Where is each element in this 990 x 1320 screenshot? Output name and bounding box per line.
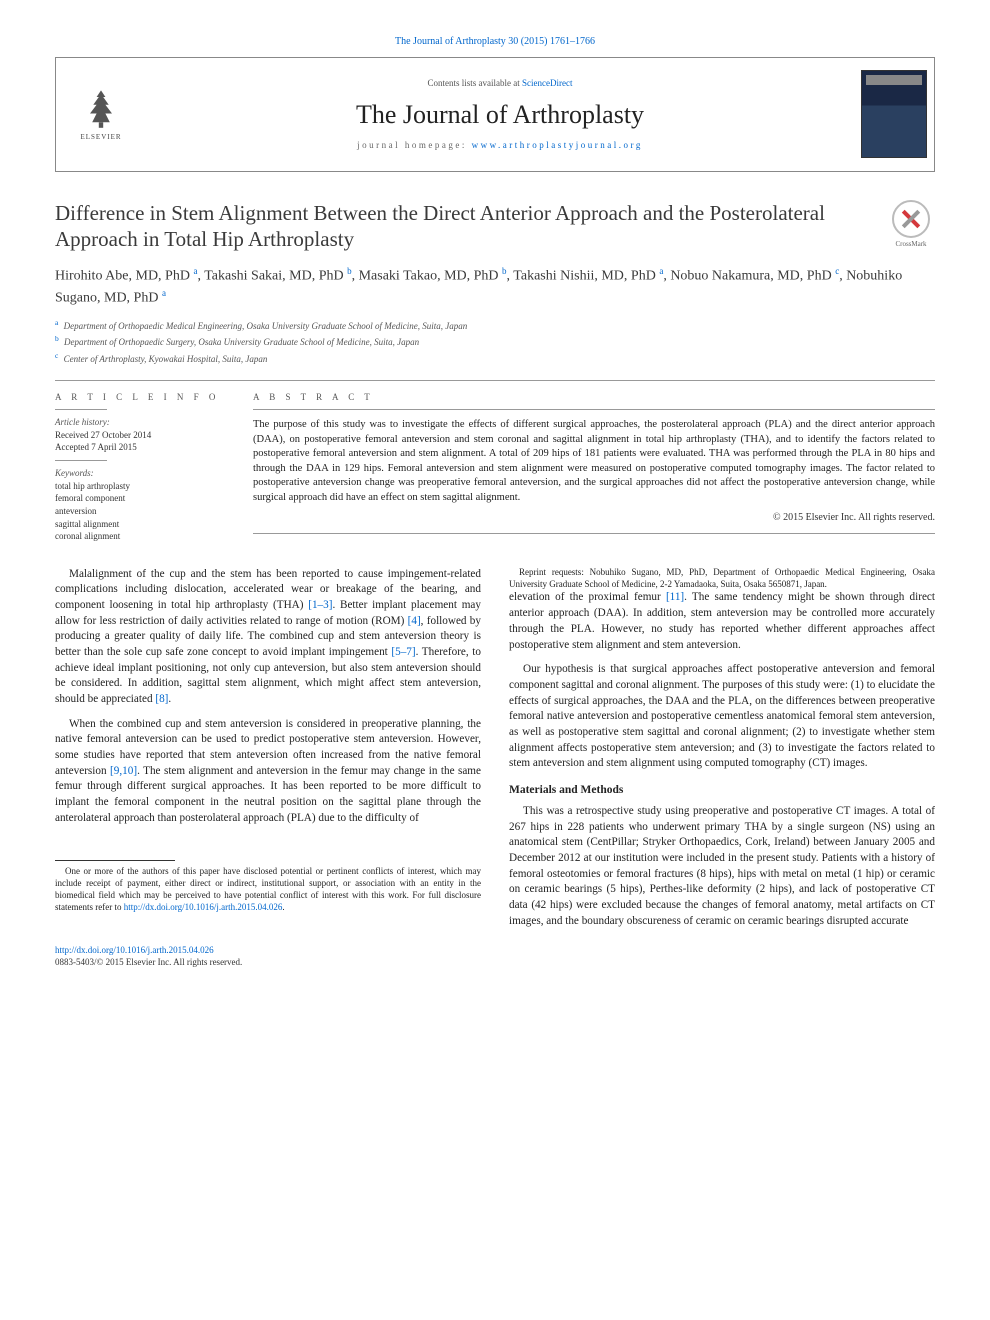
body-para-1: Malalignment of the cup and the stem has… bbox=[55, 567, 481, 708]
citation-link[interactable]: The Journal of Arthroplasty 30 (2015) 17… bbox=[395, 36, 595, 47]
ref-link[interactable]: [8] bbox=[155, 693, 168, 705]
abstract-bottom-rule bbox=[253, 533, 935, 534]
header-center: Contents lists available at ScienceDirec… bbox=[146, 58, 854, 171]
affiliations: a Department of Orthopaedic Medical Engi… bbox=[55, 317, 935, 367]
keyword: sagittal alignment bbox=[55, 518, 225, 531]
homepage-prefix: journal homepage: bbox=[357, 140, 471, 150]
affiliation-line: b Department of Orthopaedic Surgery, Osa… bbox=[55, 333, 935, 350]
elsevier-logo: ELSEVIER bbox=[56, 58, 146, 171]
page-footer: http://dx.doi.org/10.1016/j.arth.2015.04… bbox=[55, 944, 935, 968]
ref-link[interactable]: [5–7] bbox=[391, 646, 415, 658]
cover-image bbox=[861, 70, 927, 158]
info-rule bbox=[55, 460, 107, 461]
ref-link[interactable]: [11] bbox=[666, 591, 684, 603]
crossmark-label: CrossMark bbox=[895, 240, 926, 249]
keyword: anteversion bbox=[55, 505, 225, 518]
journal-name: The Journal of Arthroplasty bbox=[356, 97, 644, 132]
journal-header: ELSEVIER Contents lists available at Sci… bbox=[55, 57, 935, 172]
crossmark-widget[interactable]: CrossMark bbox=[887, 200, 935, 249]
homepage-link[interactable]: www.arthroplastyjournal.org bbox=[472, 140, 643, 150]
footnote-rule bbox=[55, 860, 175, 861]
article-body: Malalignment of the cup and the stem has… bbox=[55, 567, 935, 930]
body-para-2: When the combined cup and stem anteversi… bbox=[55, 717, 481, 827]
contents-prefix: Contents lists available at bbox=[428, 78, 522, 88]
keywords-label: Keywords: bbox=[55, 467, 225, 479]
journal-citation: The Journal of Arthroplasty 30 (2015) 17… bbox=[55, 35, 935, 49]
article-info: A R T I C L E I N F O Article history: R… bbox=[55, 391, 225, 543]
info-rule bbox=[55, 409, 107, 410]
conflict-doi-link[interactable]: http://dx.doi.org/10.1016/j.arth.2015.04… bbox=[124, 902, 283, 912]
doi-link[interactable]: http://dx.doi.org/10.1016/j.arth.2015.04… bbox=[55, 945, 214, 955]
crossmark-icon bbox=[892, 200, 930, 238]
abstract-section: A B S T R A C T The purpose of this stud… bbox=[253, 391, 935, 543]
abstract-heading: A B S T R A C T bbox=[253, 391, 935, 403]
affiliation-line: c Center of Arthroplasty, Kyowakai Hospi… bbox=[55, 350, 935, 367]
divider-rule bbox=[55, 380, 935, 381]
elsevier-tree-icon bbox=[79, 86, 123, 130]
body-para-3: elevation of the proximal femur [11]. Th… bbox=[509, 590, 935, 653]
conflict-footnote: One or more of the authors of this paper… bbox=[55, 866, 481, 914]
history-label: Article history: bbox=[55, 416, 225, 428]
ref-link[interactable]: [1–3] bbox=[308, 599, 332, 611]
homepage-line: journal homepage: www.arthroplastyjourna… bbox=[357, 139, 643, 151]
sciencedirect-link[interactable]: ScienceDirect bbox=[522, 78, 572, 88]
abstract-rule bbox=[253, 409, 935, 410]
ref-link[interactable]: [9,10] bbox=[110, 765, 137, 777]
body-para-5: This was a retrospective study using pre… bbox=[509, 804, 935, 929]
keyword: femoral component bbox=[55, 492, 225, 505]
body-para-4: Our hypothesis is that surgical approach… bbox=[509, 662, 935, 772]
keyword: coronal alignment bbox=[55, 530, 225, 543]
abstract-copyright: © 2015 Elsevier Inc. All rights reserved… bbox=[253, 511, 935, 525]
section-heading: Materials and Methods bbox=[509, 782, 935, 798]
cover-thumbnail bbox=[854, 58, 934, 171]
affiliation-line: a Department of Orthopaedic Medical Engi… bbox=[55, 317, 935, 334]
issn-copyright: 0883-5403/© 2015 Elsevier Inc. All right… bbox=[55, 957, 242, 967]
keywords-list: total hip arthroplastyfemoral componenta… bbox=[55, 480, 225, 543]
info-heading: A R T I C L E I N F O bbox=[55, 391, 225, 403]
article-title: Difference in Stem Alignment Between the… bbox=[55, 200, 873, 254]
reprint-footnote: Reprint requests: Nobuhiko Sugano, MD, P… bbox=[509, 567, 935, 591]
elsevier-text: ELSEVIER bbox=[80, 133, 121, 142]
ref-link[interactable]: [4] bbox=[408, 615, 421, 627]
author-list: Hirohito Abe, MD, PhD a, Takashi Sakai, … bbox=[55, 265, 935, 308]
received-date: Received 27 October 2014 bbox=[55, 429, 225, 441]
contents-line: Contents lists available at ScienceDirec… bbox=[428, 77, 573, 89]
accepted-date: Accepted 7 April 2015 bbox=[55, 441, 225, 453]
keyword: total hip arthroplasty bbox=[55, 480, 225, 493]
abstract-text: The purpose of this study was to investi… bbox=[253, 418, 935, 505]
